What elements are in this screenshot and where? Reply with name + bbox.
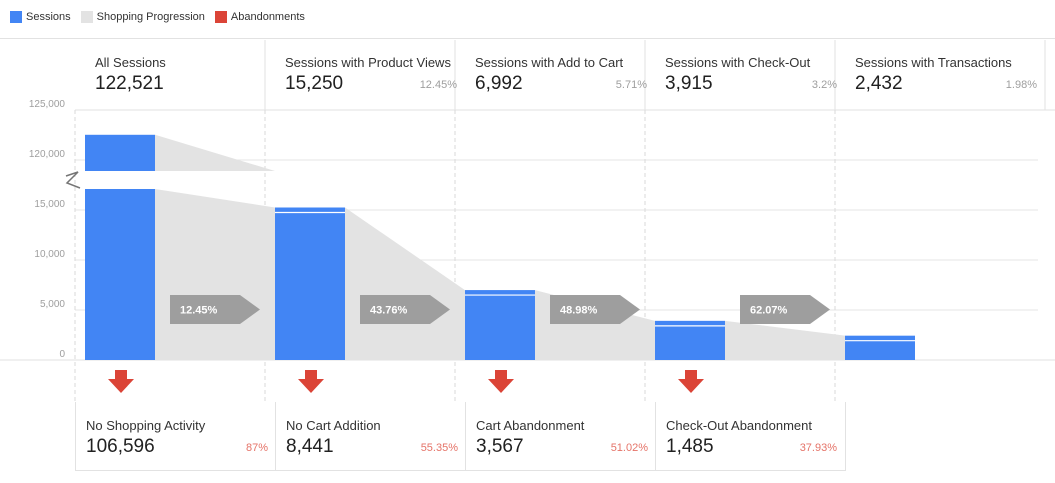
stage-header-add-to-cart[interactable]: Sessions with Add to Cart 6,992 5.71% bbox=[455, 40, 655, 110]
stage-title: Sessions with Check-Out bbox=[665, 55, 811, 70]
sessions-bar bbox=[465, 290, 535, 360]
y-tick-label: 125,000 bbox=[29, 99, 66, 110]
legend-item-shopping-progression[interactable]: Shopping Progression bbox=[80, 11, 205, 23]
top-divider bbox=[0, 38, 1055, 39]
y-tick-label: 5,000 bbox=[40, 299, 65, 310]
abandonment-no-shopping-activity[interactable]: No Shopping Activity 106,596 87% bbox=[75, 402, 276, 471]
progression-arrow bbox=[360, 295, 450, 324]
abandonment-pct: 37.93% bbox=[799, 442, 837, 454]
stage-title: Sessions with Product Views bbox=[285, 55, 451, 70]
stage-title: Sessions with Transactions bbox=[855, 55, 1012, 70]
progression-area bbox=[155, 134, 275, 171]
legend-swatch-sessions bbox=[10, 11, 22, 23]
legend-item-sessions[interactable]: Sessions bbox=[10, 11, 71, 23]
progression-arrow bbox=[170, 295, 260, 324]
legend-label-abandonments: Abandonments bbox=[230, 11, 305, 23]
abandonment-count: 106,596 bbox=[86, 436, 155, 457]
abandonment-arrow-icon bbox=[298, 370, 324, 393]
sessions-bar bbox=[655, 320, 725, 360]
legend-label-sessions: Sessions bbox=[26, 11, 71, 23]
stage-count: 3,915 bbox=[665, 73, 713, 94]
abandonment-count: 3,567 bbox=[476, 436, 524, 457]
progression-area bbox=[155, 189, 275, 360]
abandonment-title: Cart Abandonment bbox=[476, 418, 585, 433]
abandonment-title: No Shopping Activity bbox=[86, 418, 206, 433]
stage-pct: 5.71% bbox=[615, 79, 647, 91]
abandonment-pct: 51.02% bbox=[610, 442, 648, 454]
progression-rate-label: 12.45% bbox=[180, 305, 218, 317]
stage-title: Sessions with Add to Cart bbox=[475, 55, 624, 70]
stage-pct: 1.98% bbox=[1005, 79, 1037, 91]
sessions-bar bbox=[85, 189, 155, 360]
y-tick-label: 120,000 bbox=[29, 149, 66, 160]
progression-arrow bbox=[740, 295, 830, 324]
stage-header-check-out[interactable]: Sessions with Check-Out 3,915 3.2% bbox=[645, 40, 845, 110]
stage-title: All Sessions bbox=[95, 55, 166, 70]
y-tick-label: 0 bbox=[59, 349, 65, 360]
legend-label-shopping-progression: Shopping Progression bbox=[96, 11, 205, 23]
abandonment-title: Check-Out Abandonment bbox=[666, 418, 812, 433]
stage-count: 15,250 bbox=[285, 73, 344, 94]
stage-count: 6,992 bbox=[475, 73, 523, 94]
legend-swatch-abandonments bbox=[214, 11, 227, 23]
stage-header-product-views[interactable]: Sessions with Product Views 15,250 12.45… bbox=[265, 40, 465, 110]
sessions-bar bbox=[845, 335, 915, 360]
abandonment-pct: 55.35% bbox=[420, 442, 458, 454]
y-tick-label: 10,000 bbox=[34, 249, 65, 260]
abandonment-count: 8,441 bbox=[286, 436, 334, 457]
abandonment-arrow-icon bbox=[678, 370, 704, 393]
stage-pct: 3.2% bbox=[811, 79, 837, 91]
axis-break-icon bbox=[65, 171, 81, 189]
legend-swatch-shopping-progression bbox=[80, 11, 93, 23]
abandonment-title: No Cart Addition bbox=[286, 418, 381, 433]
stage-header-transactions[interactable]: Sessions with Transactions 2,432 1.98% bbox=[835, 40, 1045, 110]
stage-header-all-sessions[interactable]: All Sessions 122,521 bbox=[75, 40, 275, 110]
stage-count: 2,432 bbox=[855, 73, 903, 94]
stage-count: 122,521 bbox=[95, 73, 164, 94]
stage-pct: 12.45% bbox=[419, 79, 457, 91]
sessions-bar bbox=[275, 207, 345, 360]
progression-area bbox=[345, 207, 465, 360]
abandonment-arrow-icon bbox=[488, 370, 514, 393]
progression-rate-label: 43.76% bbox=[370, 305, 408, 317]
legend: Sessions Shopping Progression Abandonmen… bbox=[10, 10, 315, 24]
abandonment-check-out-abandonment[interactable]: Check-Out Abandonment 1,485 37.93% bbox=[655, 402, 846, 471]
progression-area bbox=[725, 320, 845, 360]
abandonment-count: 1,485 bbox=[666, 436, 714, 457]
legend-item-abandonments[interactable]: Abandonments bbox=[214, 11, 305, 23]
progression-rate-label: 62.07% bbox=[750, 305, 788, 317]
abandonment-arrow-icon bbox=[108, 370, 134, 393]
sessions-bar bbox=[85, 134, 155, 171]
abandonment-no-cart-addition[interactable]: No Cart Addition 8,441 55.35% bbox=[275, 402, 466, 471]
abandonment-cart-abandonment[interactable]: Cart Abandonment 3,567 51.02% bbox=[465, 402, 656, 471]
progression-arrow bbox=[550, 295, 640, 324]
progression-rate-label: 48.98% bbox=[560, 305, 598, 317]
abandonment-pct: 87% bbox=[245, 442, 268, 454]
y-tick-label: 15,000 bbox=[34, 199, 65, 210]
